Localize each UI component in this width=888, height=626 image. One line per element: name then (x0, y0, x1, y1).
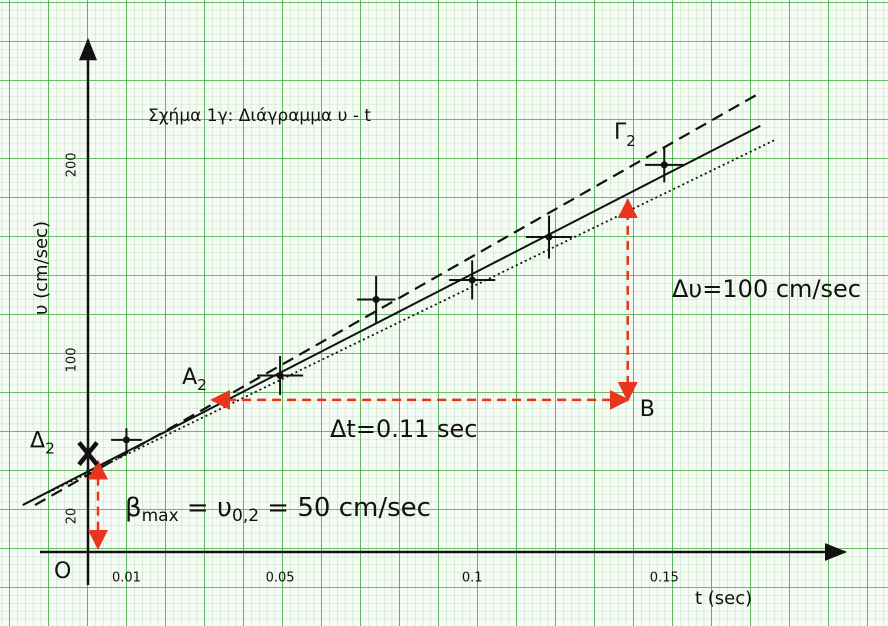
intercept-cross (77, 441, 99, 466)
data-point (122, 436, 130, 444)
chart-title: Σχήμα 1γ: Διάγραμμα υ - t (148, 106, 371, 126)
y-tick-label: 20 (65, 508, 80, 525)
beta-label: βmax = υ0,2 = 50 cm/sec (125, 493, 431, 527)
y-axis-label: υ (cm/sec) (31, 221, 52, 315)
y-tick-label: 100 (65, 348, 80, 373)
point-label: B (640, 397, 655, 422)
gamma-label: Γ2 (614, 120, 636, 150)
data-point (545, 233, 553, 241)
point-letter: A (182, 365, 197, 390)
x-axis-label: t (sec) (695, 588, 752, 609)
x-tick-label: 0.05 (266, 571, 295, 586)
point-letter: Δ (30, 429, 45, 454)
x-tick-label: 0.15 (650, 571, 679, 586)
point-label: A2 (182, 365, 207, 394)
dt-label: Δt=0.11 sec (330, 415, 477, 443)
data-point (372, 295, 380, 303)
origin-label: O (54, 559, 71, 584)
point-letter: B (640, 397, 655, 422)
fit-line (34, 91, 761, 507)
fit-line (22, 124, 761, 506)
dv-label: Δυ=100 cm/sec (672, 275, 861, 303)
data-point (660, 161, 668, 169)
x-tick-label: 0.1 (462, 571, 483, 586)
data-point (276, 372, 284, 380)
data-point (468, 276, 476, 284)
point-subscript: 2 (197, 375, 207, 393)
point-subscript: 2 (45, 439, 55, 457)
x-tick-label: 0.01 (112, 571, 141, 586)
y-tick-label: 200 (65, 152, 80, 177)
point-label: Δ2 (30, 429, 55, 458)
